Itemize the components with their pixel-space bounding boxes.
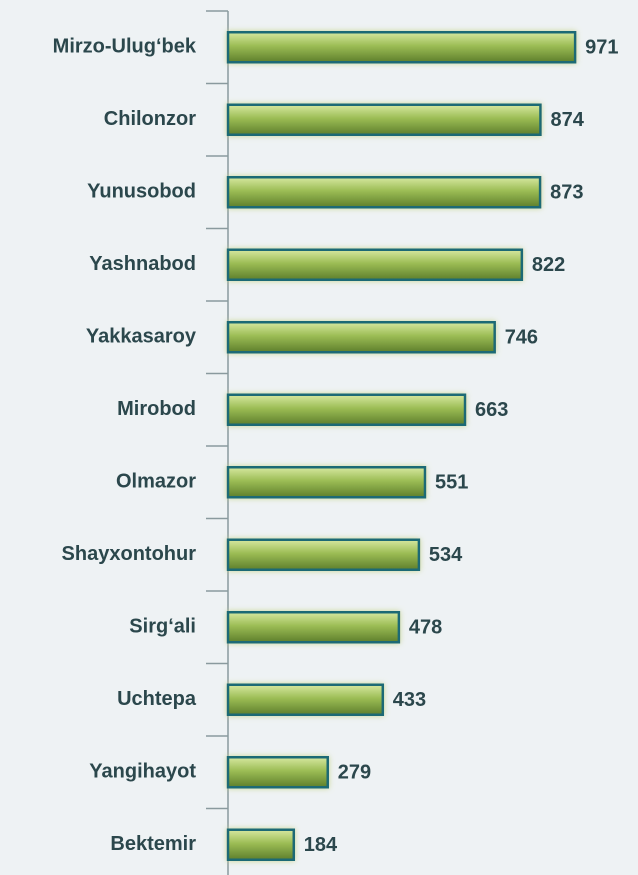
bar	[226, 756, 329, 789]
value-label: 663	[475, 399, 508, 421]
category-label: Yashnabod	[89, 253, 196, 275]
category-label: Olmazor	[116, 471, 196, 493]
bar	[226, 176, 542, 209]
value-label: 478	[409, 617, 442, 639]
value-label: 279	[338, 762, 371, 784]
bar	[226, 611, 401, 644]
bar	[226, 828, 296, 861]
value-label: 874	[550, 109, 584, 131]
category-label: Yangihayot	[89, 761, 196, 783]
bar	[226, 538, 421, 571]
category-label: Bektemir	[110, 833, 196, 855]
value-label: 971	[585, 37, 618, 59]
bar	[226, 321, 496, 354]
category-label: Uchtepa	[117, 688, 197, 710]
category-label: Shayxontohur	[62, 543, 197, 565]
bar	[226, 393, 467, 426]
category-label: Sirg‘ali	[129, 616, 196, 638]
value-label: 746	[505, 327, 538, 349]
category-label: Mirobod	[117, 398, 196, 420]
value-label: 822	[532, 254, 565, 276]
value-label: 184	[304, 834, 338, 856]
bar	[226, 103, 542, 136]
category-label: Chilonzor	[104, 108, 196, 130]
bar	[226, 466, 427, 499]
category-label: Yakkasaroy	[86, 326, 197, 348]
bar	[226, 248, 524, 281]
value-label: 433	[393, 689, 426, 711]
bar	[226, 683, 385, 716]
value-label: 534	[429, 544, 463, 566]
category-label: Mirzo-Ulug‘bek	[53, 36, 197, 58]
category-label: Yunusobod	[87, 181, 196, 203]
bar	[226, 31, 577, 64]
value-label: 873	[550, 182, 583, 204]
value-label: 551	[435, 472, 468, 494]
